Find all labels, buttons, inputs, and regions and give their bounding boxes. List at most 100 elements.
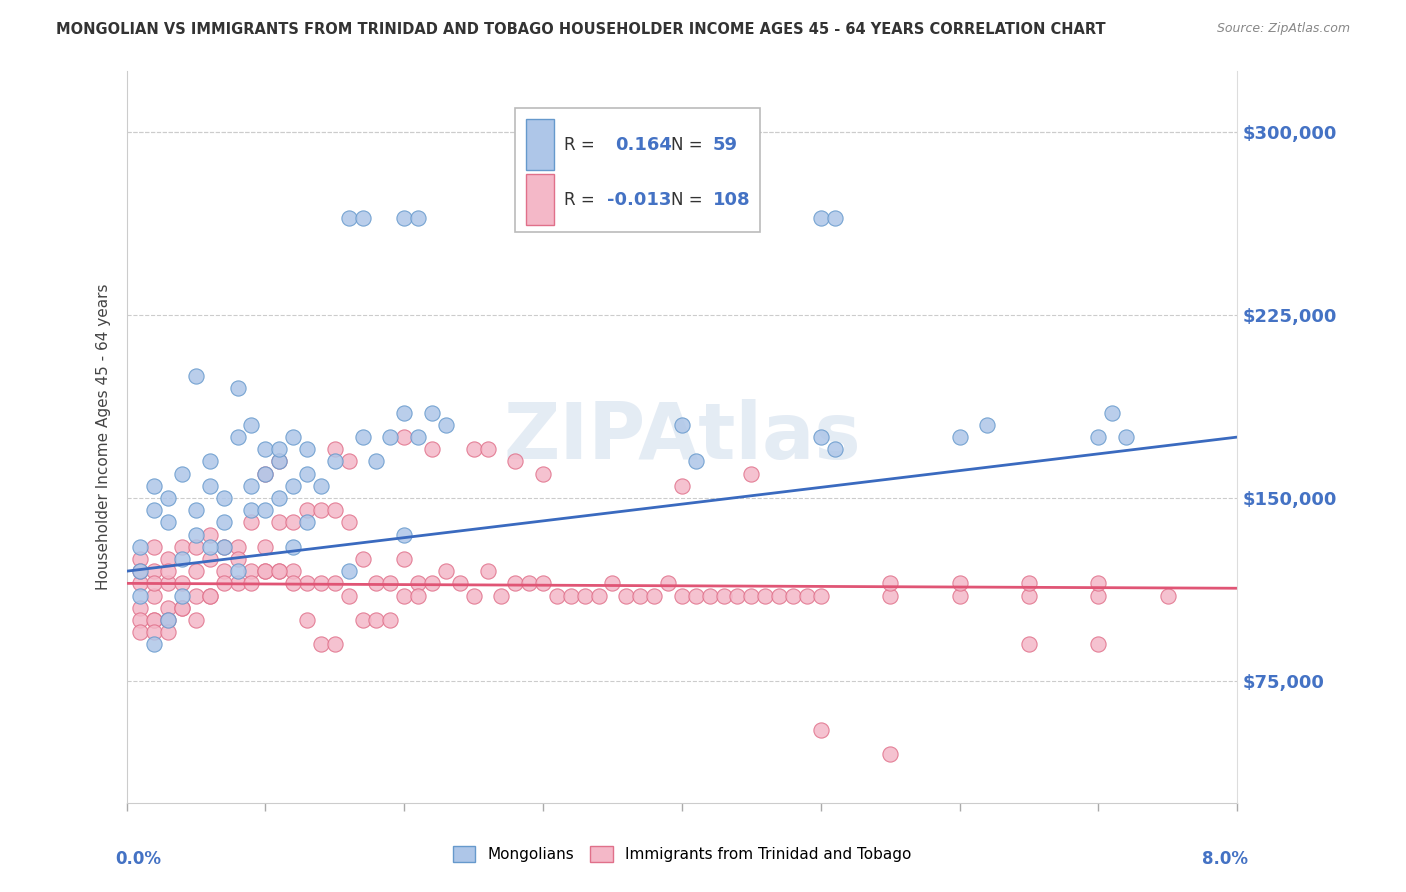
Point [810, 589, 832, 603]
Point [157, 552, 180, 566]
Point [281, 479, 304, 493]
Point [614, 589, 637, 603]
Text: 8.0%: 8.0% [1202, 850, 1249, 868]
Point [240, 479, 263, 493]
Point [1087, 430, 1109, 444]
Point [406, 211, 429, 225]
Point [157, 491, 180, 505]
Point [172, 552, 194, 566]
Point [143, 576, 166, 591]
Point [420, 576, 443, 591]
Point [406, 576, 429, 591]
Point [212, 516, 235, 530]
Point [824, 211, 846, 225]
Point [1018, 589, 1040, 603]
Point [685, 454, 707, 468]
Text: R =: R = [564, 136, 595, 154]
Point [725, 589, 748, 603]
FancyBboxPatch shape [515, 108, 759, 232]
Text: 59: 59 [713, 136, 738, 154]
Point [172, 540, 194, 554]
Point [560, 589, 582, 603]
Point [281, 516, 304, 530]
Point [129, 564, 152, 578]
Point [198, 527, 221, 541]
Point [449, 576, 471, 591]
Point [281, 540, 304, 554]
Point [503, 576, 526, 591]
Point [254, 564, 277, 578]
Point [824, 442, 846, 457]
Point [212, 491, 235, 505]
Point [240, 564, 263, 578]
Point [157, 625, 180, 640]
Point [240, 516, 263, 530]
Point [976, 417, 998, 432]
Point [323, 442, 346, 457]
Point [810, 211, 832, 225]
Point [184, 564, 207, 578]
Point [281, 576, 304, 591]
Point [323, 576, 346, 591]
Point [420, 442, 443, 457]
Point [129, 552, 152, 566]
Point [240, 417, 263, 432]
Point [295, 576, 318, 591]
Point [269, 442, 291, 457]
Point [226, 564, 249, 578]
Point [309, 576, 332, 591]
Point [337, 589, 360, 603]
Point [879, 589, 901, 603]
Point [948, 576, 970, 591]
Point [1087, 576, 1109, 591]
Point [337, 211, 360, 225]
Point [352, 613, 374, 627]
FancyBboxPatch shape [526, 174, 554, 225]
Point [657, 576, 679, 591]
Point [198, 552, 221, 566]
Point [352, 430, 374, 444]
Point [295, 516, 318, 530]
Point [394, 552, 416, 566]
Point [394, 589, 416, 603]
Point [768, 589, 790, 603]
Point [226, 576, 249, 591]
Point [212, 540, 235, 554]
Point [143, 564, 166, 578]
Point [212, 540, 235, 554]
Point [143, 613, 166, 627]
Point [295, 613, 318, 627]
Point [420, 406, 443, 420]
Point [1101, 406, 1123, 420]
Point [129, 576, 152, 591]
Text: 0.164: 0.164 [616, 136, 672, 154]
Point [1018, 637, 1040, 651]
Point [309, 503, 332, 517]
Point [671, 479, 693, 493]
Text: 108: 108 [713, 191, 751, 209]
Point [1157, 589, 1180, 603]
Point [463, 589, 485, 603]
Point [295, 467, 318, 481]
Point [129, 625, 152, 640]
Point [184, 540, 207, 554]
Point [406, 430, 429, 444]
Y-axis label: Householder Income Ages 45 - 64 years: Householder Income Ages 45 - 64 years [96, 284, 111, 591]
Point [352, 211, 374, 225]
Point [157, 564, 180, 578]
Point [394, 406, 416, 420]
Point [309, 637, 332, 651]
Point [184, 503, 207, 517]
Text: ZIPAtlas: ZIPAtlas [503, 399, 860, 475]
Point [157, 516, 180, 530]
Point [129, 564, 152, 578]
Point [380, 430, 402, 444]
Point [295, 442, 318, 457]
Point [269, 491, 291, 505]
Point [366, 613, 388, 627]
Point [226, 381, 249, 395]
Point [796, 589, 818, 603]
Point [531, 576, 554, 591]
Point [685, 589, 707, 603]
Point [879, 576, 901, 591]
